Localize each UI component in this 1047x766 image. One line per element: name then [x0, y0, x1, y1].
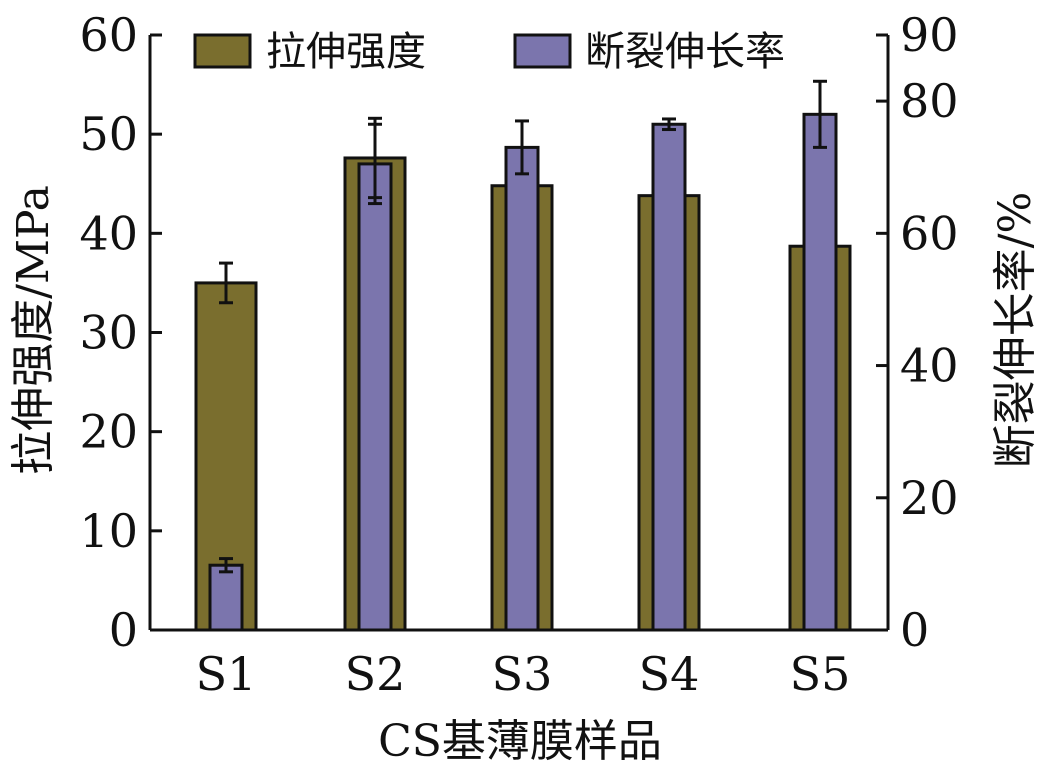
y-axis-right-title: 断裂伸长率/% — [990, 192, 1041, 469]
x-tick-label-S2: S2 — [345, 647, 406, 701]
chart-ticks: 0 10 20 30 40 50 60 0 20 40 60 80 90 S1 S2 S3 S4 S5 — [79, 8, 958, 701]
y-left-tick-label-10: 10 — [79, 504, 138, 558]
y-left-tick-label-0: 0 — [109, 603, 138, 657]
y-right-tick-label-90: 90 — [900, 8, 959, 62]
y-left-tick-label-60: 60 — [79, 8, 138, 62]
x-tick-label-S4: S4 — [639, 647, 700, 701]
legend: 拉伸强度 断裂伸长率 — [193, 29, 785, 75]
bar-elongation-S5 — [802, 112, 838, 632]
y-left-tick-label-20: 20 — [79, 405, 138, 459]
bar-elongation-S1 — [208, 563, 244, 632]
y-right-tick-label-80: 80 — [900, 74, 959, 128]
legend-label-tensile: 拉伸强度 — [266, 29, 426, 75]
y-left-tick-label-30: 30 — [79, 306, 138, 360]
legend-swatch-tensile — [193, 33, 252, 69]
y-right-tick-label-20: 20 — [900, 471, 959, 525]
y-right-tick-label-40: 40 — [900, 339, 959, 393]
legend-label-elongation: 断裂伸长率 — [585, 29, 785, 75]
bar-elongation-S2 — [357, 162, 393, 632]
y-left-tick-label-40: 40 — [79, 206, 138, 260]
legend-swatch-elongation — [513, 33, 572, 69]
x-tick-label-S1: S1 — [196, 647, 257, 701]
y-left-tick-label-50: 50 — [79, 107, 138, 161]
chart-marks — [194, 79, 852, 632]
bar-elongation-S3 — [504, 145, 540, 632]
bar-elongation-S4 — [651, 122, 687, 632]
x-tick-label-S5: S5 — [790, 647, 851, 701]
x-axis-title: CS基薄膜样品 — [378, 716, 662, 766]
x-tick-label-S3: S3 — [492, 647, 553, 701]
y-axis-left-title: 拉伸强度/MPa — [8, 185, 59, 475]
y-right-tick-label-0: 0 — [900, 603, 929, 657]
y-right-tick-label-60: 60 — [900, 206, 959, 260]
